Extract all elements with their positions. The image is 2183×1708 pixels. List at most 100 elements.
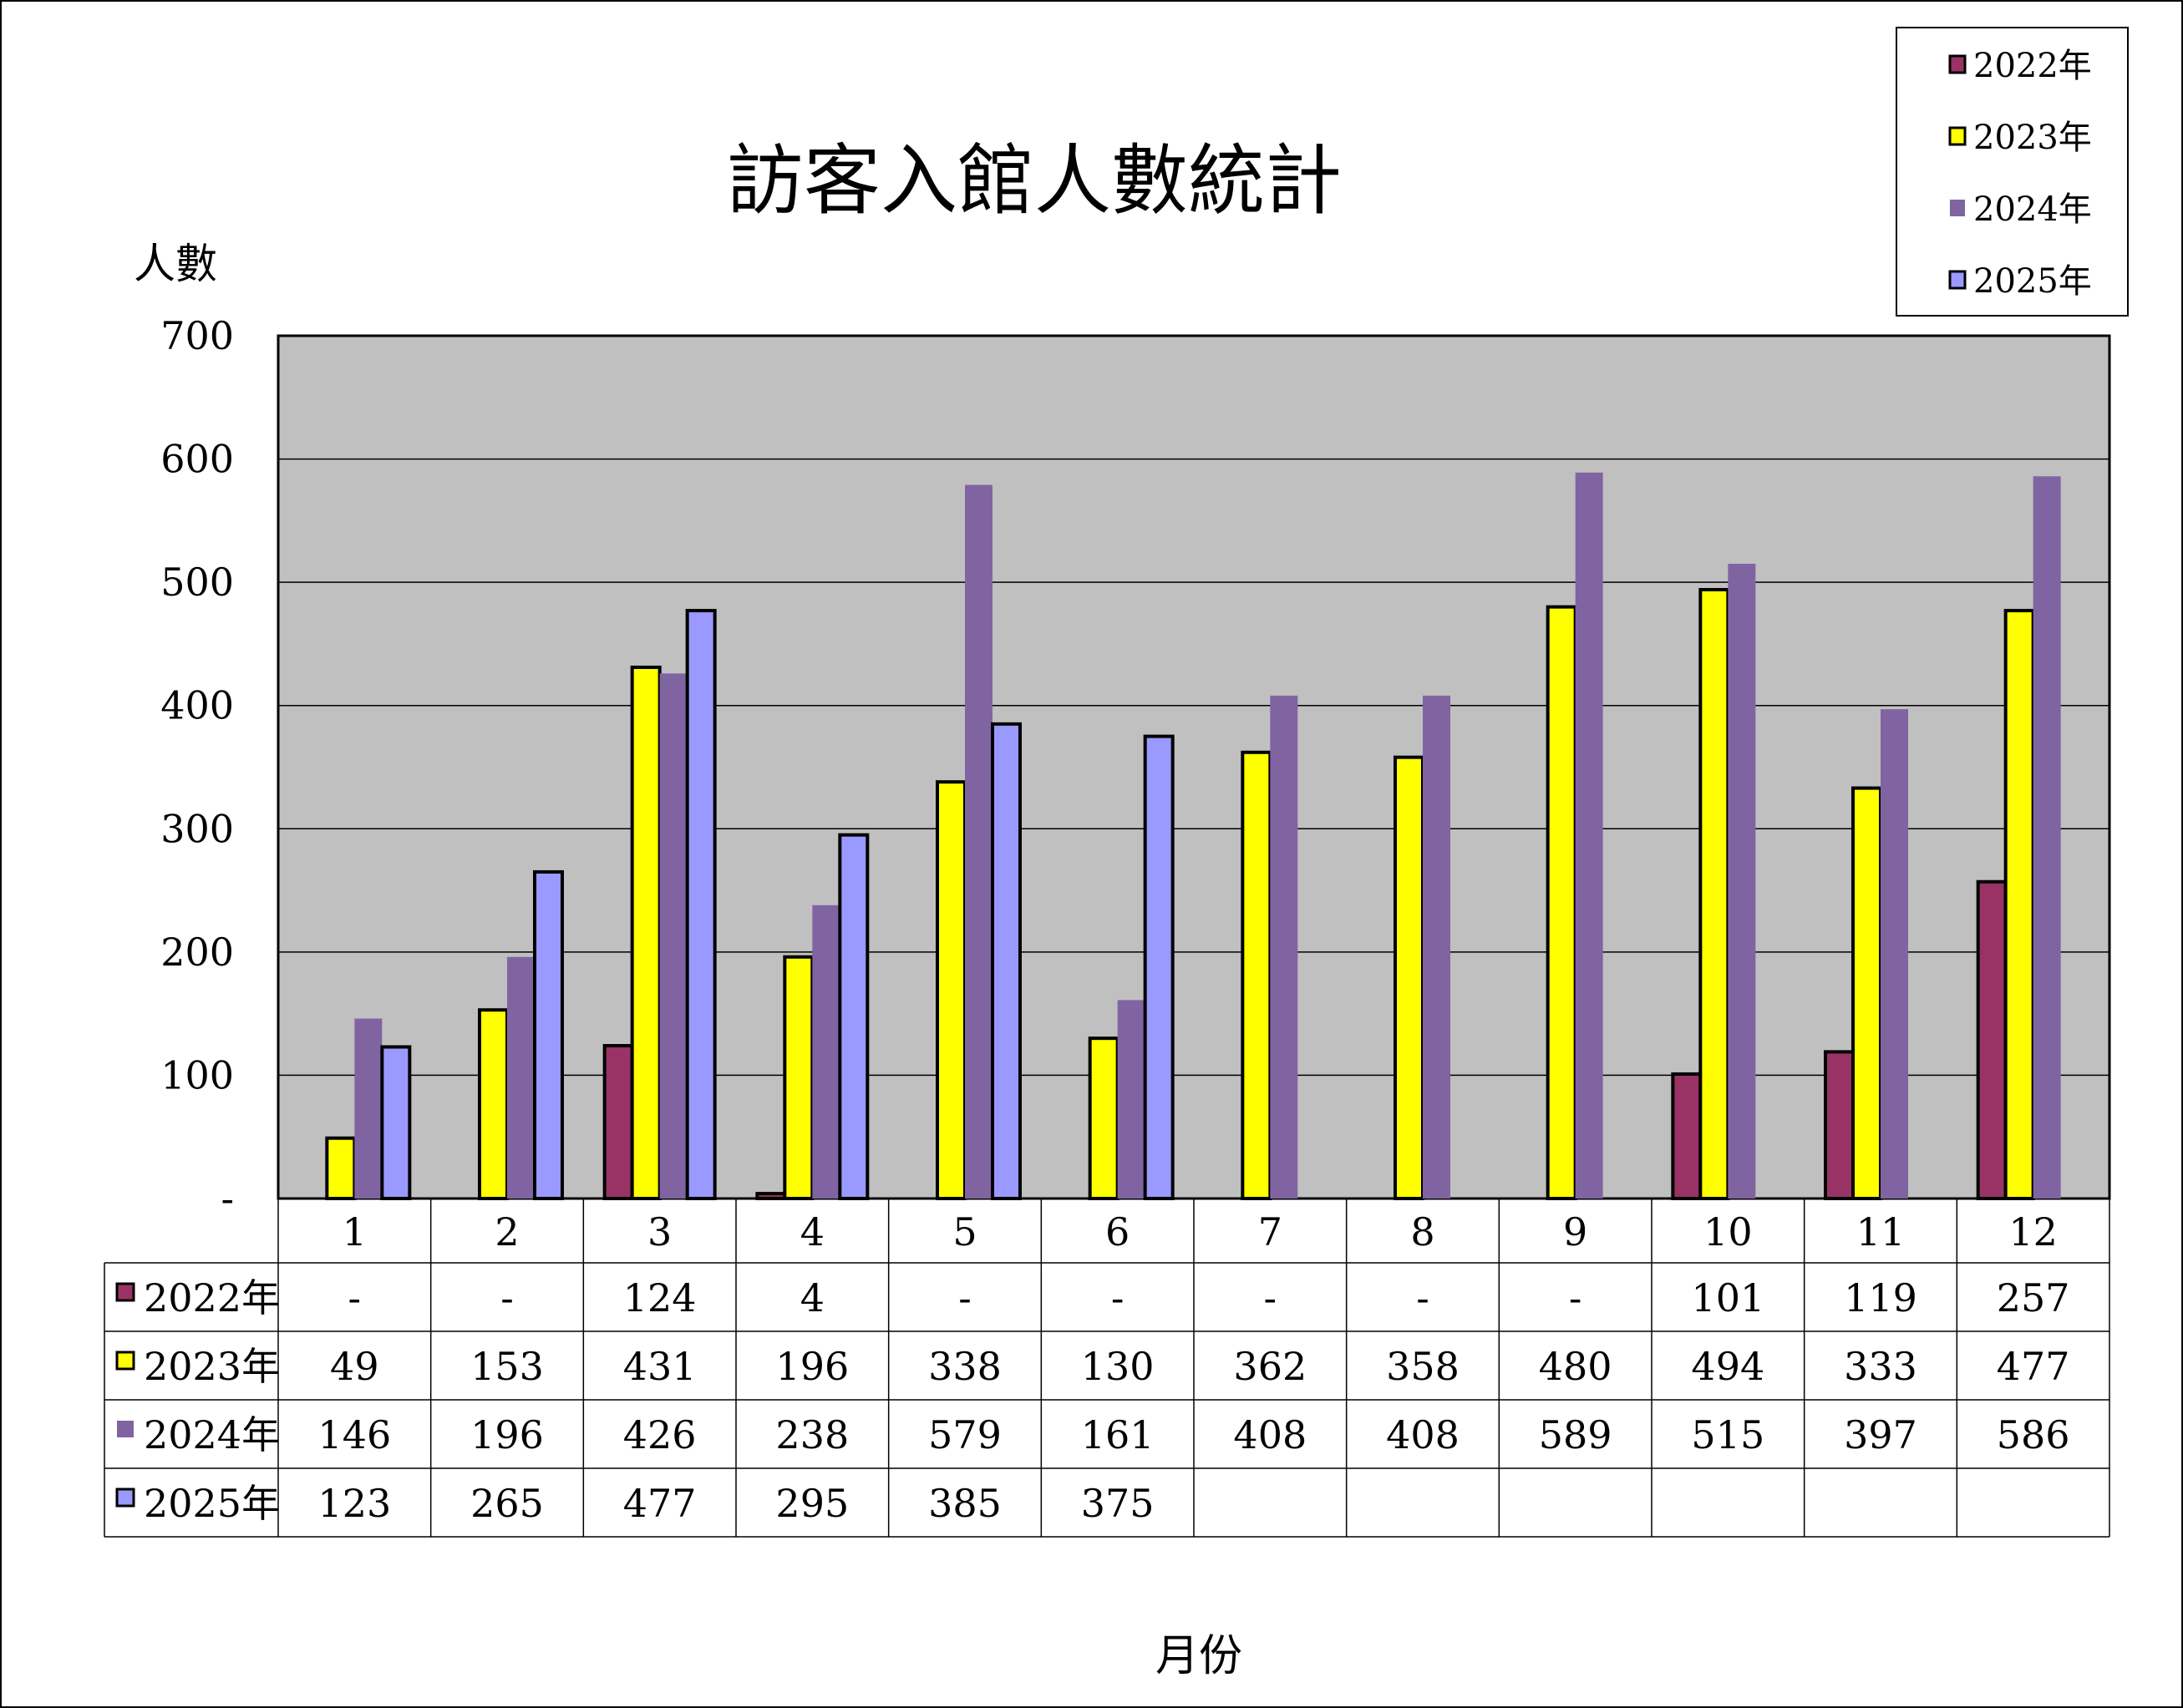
- table-series-key: [115, 1351, 135, 1371]
- data-label: 589: [1539, 1412, 1612, 1457]
- bar: [2003, 609, 2035, 1200]
- bar: [1728, 564, 1756, 1199]
- data-label: 375: [1081, 1481, 1155, 1526]
- data-label: 265: [470, 1481, 544, 1526]
- data-label: 397: [1844, 1412, 1917, 1457]
- data-label: 426: [623, 1412, 697, 1457]
- table-series-key: [117, 1421, 134, 1437]
- data-label: 477: [623, 1481, 697, 1526]
- y-tick-label: 500: [160, 560, 234, 605]
- y-tick-label: 700: [160, 313, 234, 358]
- bar: [1671, 1072, 1703, 1201]
- bar: [755, 1192, 787, 1201]
- x-tick-label: 5: [952, 1209, 977, 1254]
- data-label: -: [958, 1275, 972, 1320]
- legend: 2022年 2023年 2024年 2025年: [1896, 27, 2129, 317]
- legend-label: 2025年: [1973, 262, 2092, 301]
- legend-swatch: [1948, 126, 1967, 146]
- bar: [354, 1018, 383, 1199]
- bar: [936, 780, 967, 1200]
- data-label: 333: [1844, 1344, 1917, 1389]
- data-label: 153: [470, 1344, 544, 1389]
- data-label: 494: [1691, 1344, 1764, 1389]
- data-label: -: [500, 1275, 514, 1320]
- x-tick-label: 9: [1563, 1209, 1587, 1254]
- bar: [1575, 472, 1603, 1199]
- data-label: 130: [1081, 1344, 1155, 1389]
- data-label: 362: [1233, 1344, 1307, 1389]
- data-label: -: [348, 1275, 362, 1320]
- x-tick-label: 1: [343, 1209, 367, 1254]
- legend-swatch: [1948, 270, 1967, 290]
- bar: [1270, 695, 1298, 1199]
- bar: [812, 905, 840, 1199]
- bar: [838, 833, 870, 1201]
- bar: [1394, 755, 1424, 1200]
- data-label: 238: [775, 1412, 849, 1457]
- bar: [1881, 709, 1908, 1199]
- x-tick-label: 2: [495, 1209, 519, 1254]
- bar: [1088, 1036, 1119, 1200]
- data-label: 196: [470, 1412, 544, 1457]
- table-series-key: [115, 1488, 135, 1508]
- bars: [325, 472, 2061, 1201]
- bar: [783, 955, 815, 1200]
- x-tick-label: 11: [1856, 1209, 1906, 1254]
- bar: [1824, 1050, 1855, 1201]
- bar: [325, 1136, 357, 1200]
- data-label: 358: [1386, 1344, 1460, 1389]
- y-tick-label: 600: [160, 437, 234, 482]
- table-series-name: 2022年: [144, 1275, 280, 1320]
- data-label: 480: [1539, 1344, 1612, 1389]
- bar: [659, 673, 688, 1199]
- table-series-key: [115, 1282, 135, 1302]
- data-label: -: [1264, 1275, 1277, 1320]
- y-tick-label: 300: [160, 806, 234, 851]
- data-label: 431: [623, 1344, 697, 1389]
- bar: [1851, 786, 1882, 1201]
- table-series-name: 2024年: [144, 1412, 280, 1457]
- data-label: 579: [928, 1412, 1002, 1457]
- data-label: 477: [1997, 1344, 2070, 1389]
- bar: [2033, 476, 2061, 1199]
- x-axis-label: 月份: [1155, 1631, 1242, 1681]
- data-label: 49: [330, 1344, 379, 1389]
- bar: [1976, 879, 2008, 1201]
- bar: [630, 665, 662, 1200]
- data-label: 119: [1844, 1275, 1917, 1320]
- bar: [1241, 750, 1272, 1200]
- x-tick-label: 3: [647, 1209, 672, 1254]
- legend-label: 2023年: [1973, 119, 2092, 157]
- data-label: 586: [1997, 1412, 2070, 1457]
- x-tick-label: 7: [1258, 1209, 1282, 1254]
- table-series-name: 2023年: [144, 1344, 280, 1389]
- bar: [602, 1044, 634, 1201]
- bar: [507, 956, 535, 1199]
- x-tick-label: 4: [800, 1209, 825, 1254]
- data-label: -: [1416, 1275, 1429, 1320]
- y-tick-label: 400: [160, 683, 234, 728]
- data-label: 101: [1691, 1275, 1764, 1320]
- data-label: 408: [1386, 1412, 1460, 1457]
- bar: [685, 609, 717, 1200]
- data-label: 408: [1233, 1412, 1307, 1457]
- x-tick-label: 12: [2008, 1209, 2058, 1254]
- data-label: 515: [1691, 1412, 1764, 1457]
- y-tick-label: -: [221, 1176, 234, 1221]
- y-axis-label: 人數: [134, 240, 217, 288]
- data-label: 4: [800, 1275, 825, 1320]
- x-tick-label: 6: [1105, 1209, 1130, 1254]
- legend-label: 2024年: [1973, 190, 2092, 229]
- data-label: 257: [1997, 1275, 2070, 1320]
- bar: [965, 484, 993, 1199]
- bar: [1143, 734, 1175, 1200]
- x-tick-label: 10: [1703, 1209, 1753, 1254]
- bar: [1546, 605, 1577, 1200]
- bar: [533, 869, 564, 1200]
- legend-swatch: [1948, 54, 1967, 74]
- bar: [1698, 587, 1730, 1200]
- data-label: 385: [928, 1481, 1002, 1526]
